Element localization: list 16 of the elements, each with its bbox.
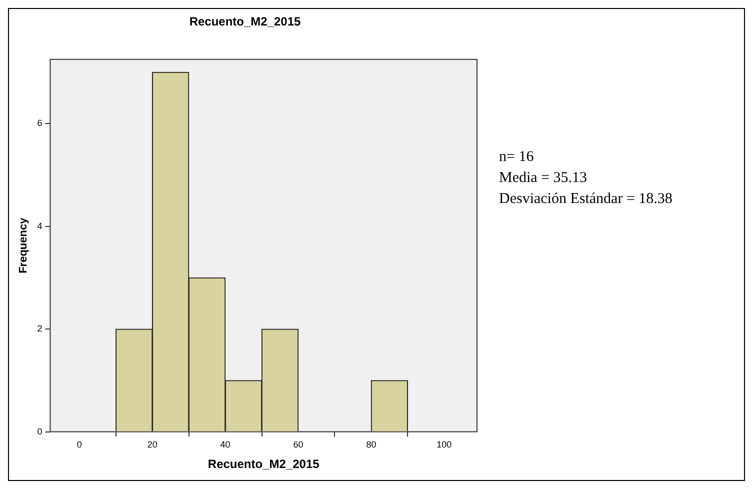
x-tick-label: 80 [366,440,376,450]
y-axis-title: Frequency [18,216,30,274]
text: n= 16 [499,148,535,167]
x-tick-label: 60 [293,440,304,450]
x-tick-label: 40 [220,440,230,450]
y-tick-label: 2 [37,324,42,334]
x-tick-label: 0 [76,440,82,450]
x-tick-label: 100 [436,440,452,450]
chart-title: Recuento_M2_2015 [189,14,302,29]
x-tick-label: 20 [147,440,158,450]
y-tick-label: 6 [37,118,42,128]
text: Desviación Estándar = 18.38 [499,190,672,209]
y-tick-label: 4 [37,220,42,231]
x-axis-title: Recuento_M2_2015 [208,457,320,472]
y-tick-label: 0 [37,426,42,436]
text: Media = 35.13 [499,169,588,188]
